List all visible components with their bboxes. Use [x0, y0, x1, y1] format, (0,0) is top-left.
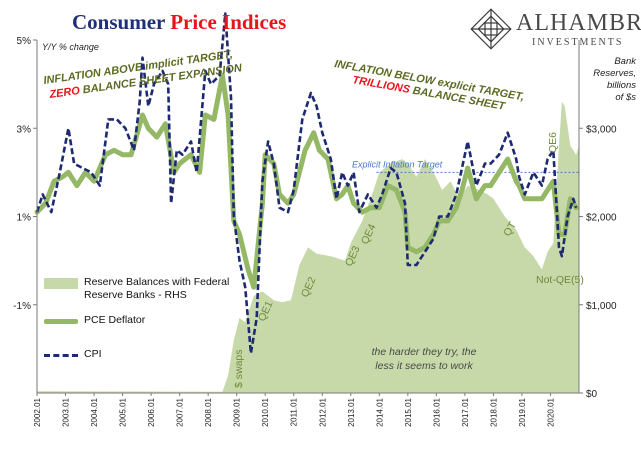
x-tick-label: 2017.01: [461, 397, 470, 426]
x-tick-label: 2007.01: [176, 397, 185, 426]
legend-label-cpi: CPI: [84, 348, 102, 360]
x-tick-label: 2004.01: [90, 397, 99, 426]
y-right-tick-label: $2,000: [586, 213, 617, 224]
pce-line: [34, 72, 579, 290]
x-tick-label: 2015.01: [404, 397, 413, 426]
y-right-tick-label: $0: [586, 389, 598, 400]
title-prefix: Consumer: [72, 10, 171, 34]
chart-title: Consumer Price Indices: [72, 10, 286, 35]
x-tick-label: 2013.01: [347, 397, 356, 426]
tick-labels: 5% 3% 1% -1% $3,000 $2,000 $1,000 $0 2002.01 2003…: [13, 36, 617, 427]
rhs-axis-title: Bank Reserves, billions of $s: [584, 56, 636, 104]
x-tick-label: 2009.01: [233, 397, 242, 426]
x-tick-label: 2002.01: [33, 397, 42, 426]
legend-label-reserves: Reserve Balances with Federal Reserve Ba…: [84, 276, 229, 302]
y-right-tick-label: $3,000: [586, 124, 617, 135]
footnote-line2: less it seems to work: [375, 360, 473, 372]
y-left-tick-label: -1%: [13, 301, 31, 312]
chart-subtitle: Y/Y % change: [42, 42, 99, 52]
x-tick-label: 2014.01: [375, 397, 384, 426]
cpi-line: [35, 12, 578, 355]
rhs-title-line: billions: [606, 80, 636, 91]
x-tick-label: 2016.01: [432, 397, 441, 426]
x-tick-label: 2008.01: [204, 397, 213, 426]
x-tick-label: 2019.01: [518, 397, 527, 426]
legend-swatch-pce: [44, 319, 78, 324]
x-tick-label: 2005.01: [119, 397, 128, 426]
target-line-label: Explicit Inflation Target: [352, 159, 443, 169]
logo-subtitle: INVESTMENTS: [532, 37, 624, 48]
footnote-line1: the harder they try, the: [372, 346, 477, 358]
x-tick-label: 2006.01: [147, 397, 156, 426]
rhs-title-line: Reserves,: [593, 68, 636, 79]
rhs-title-line: Bank: [614, 56, 636, 67]
legend-label-line: Reserve Balances with Federal: [84, 276, 230, 288]
annotation-left-line2-part: ZERO: [48, 85, 81, 101]
qe-label: QE6: [547, 132, 559, 153]
y-left-tick-label: 5%: [17, 36, 32, 47]
y-left-tick-label: 3%: [17, 124, 32, 135]
x-tick-label: 2010.01: [261, 397, 270, 426]
legend-label-line: Reserve Banks - RHS: [84, 289, 187, 301]
legend-swatch-reserves: [44, 278, 78, 289]
rhs-title-line: of $s: [615, 92, 636, 103]
legend-swatch-cpi: [44, 354, 78, 357]
title-highlight: Price Indices: [170, 10, 287, 34]
y-left-tick-label: 1%: [17, 213, 32, 224]
x-tick-label: 2012.01: [318, 397, 327, 426]
qe-label: $ swaps: [233, 349, 245, 388]
x-tick-label: 2020.01: [546, 397, 555, 426]
x-tick-label: 2011.01: [290, 397, 299, 426]
reserves-area: [37, 101, 579, 394]
y-right-tick-label: $1,000: [586, 301, 617, 312]
x-tick-label: 2018.01: [489, 397, 498, 426]
cpi-line-layer: [35, 12, 578, 355]
pce-line-layer: [34, 72, 579, 290]
alhambra-logo: ALHAMBRA INVESTMENTS: [470, 8, 641, 52]
qe-label: Not-QE(5): [536, 274, 584, 286]
axes: [33, 39, 583, 396]
reserves-area-layer: [37, 101, 579, 394]
legend-label-pce: PCE Deflator: [84, 314, 146, 326]
x-tick-label: 2003.01: [62, 397, 71, 426]
logo-diamond-icon: [470, 8, 512, 50]
logo-name: ALHAMBRA: [516, 10, 641, 36]
